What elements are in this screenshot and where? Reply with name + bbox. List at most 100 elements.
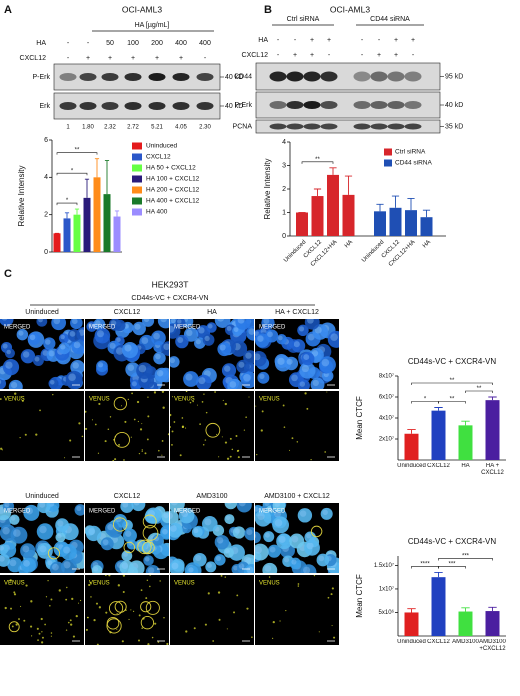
- cell-highlight: [225, 549, 230, 554]
- chart-title: CD44s-VC + CXCR4-VN: [408, 537, 496, 546]
- cell-nucleus: [232, 526, 246, 539]
- venus-speck: [171, 430, 174, 433]
- cell-highlight: [109, 342, 116, 349]
- venus-speck: [137, 420, 139, 423]
- quant-value: 2.72: [127, 125, 139, 131]
- cell-highlight: [219, 344, 226, 351]
- chart-title: CD44s-VC + CXCR4-VN: [408, 357, 496, 366]
- cell-nucleus: [300, 564, 317, 573]
- venus-speck: [318, 631, 320, 633]
- cell-nucleus: [194, 337, 206, 349]
- row-cell: +: [155, 55, 159, 62]
- y-tick-label: 3: [282, 162, 286, 169]
- cell-nucleus: [310, 377, 325, 389]
- significance-bracket: [56, 152, 98, 155]
- x-tick-label: AMD3100 +CXCL12: [479, 639, 506, 652]
- cell-nucleus: [291, 339, 306, 353]
- cell-nucleus: [108, 319, 122, 331]
- venus-speck: [146, 438, 149, 441]
- cell-nucleus: [100, 537, 114, 551]
- error-bar: [74, 208, 80, 215]
- cell-highlight: [6, 349, 11, 355]
- venus-speck: [218, 456, 220, 458]
- cell-nucleus: [289, 533, 305, 549]
- cell-nucleus: [255, 351, 267, 367]
- cell-nucleus: [131, 503, 146, 512]
- cell-nucleus: [224, 503, 238, 510]
- venus-speck: [222, 399, 224, 402]
- venus-speck: [214, 391, 216, 393]
- significance-label: ***: [448, 562, 456, 568]
- bar: [420, 217, 433, 236]
- venus-ring: [114, 431, 130, 448]
- cell-highlight: [63, 561, 71, 569]
- cell-highlight: [206, 563, 212, 568]
- significance-bracket: [56, 202, 78, 206]
- panel-letter: C: [4, 268, 12, 280]
- cell-highlight: [95, 320, 101, 326]
- venus-speck: [184, 427, 187, 429]
- x-tick-label-box: CXCL12: [427, 463, 450, 469]
- cell-highlight: [155, 353, 161, 360]
- cell-highlight: [233, 327, 239, 333]
- venus-speck: [66, 586, 68, 589]
- blot-band: [320, 71, 338, 82]
- image-label: VENUS: [89, 581, 110, 587]
- image-label: MERGED: [174, 509, 201, 515]
- bar: [73, 214, 81, 252]
- venus-speck: [44, 623, 46, 626]
- cell-nucleus: [94, 327, 111, 344]
- venus-speck: [97, 452, 100, 454]
- cell-nucleus: [71, 339, 84, 355]
- venus-speck: [179, 454, 182, 457]
- venus-speck: [229, 455, 232, 458]
- panel-letter: A: [4, 4, 12, 16]
- cell-nucleus: [217, 342, 232, 357]
- cell-highlight: [195, 555, 202, 562]
- image-label: MERGED: [4, 325, 31, 331]
- venus-speck: [140, 589, 143, 592]
- cell-nucleus: [304, 531, 316, 544]
- cell-highlight: [1, 319, 8, 321]
- cell-highlight: [291, 374, 298, 382]
- venus-speck: [108, 575, 111, 577]
- venus-speck: [167, 433, 169, 436]
- blot-band: [320, 101, 338, 109]
- cell-nucleus: [191, 526, 203, 538]
- band-marker: 40 kD: [225, 103, 243, 110]
- cell-nucleus: [20, 543, 36, 559]
- y-tick-label: 2x10⁷: [379, 436, 394, 443]
- venus-speck: [20, 605, 22, 608]
- venus-speck: [291, 437, 294, 440]
- row-cell: +: [327, 37, 331, 44]
- cell-nucleus: [183, 371, 199, 387]
- cell-nucleus: [206, 322, 217, 333]
- cell-highlight: [88, 322, 93, 328]
- micrograph: [0, 575, 84, 645]
- cell-highlight: [133, 503, 140, 506]
- image-label: MERGED: [89, 325, 116, 331]
- error-bar: [104, 160, 110, 195]
- error-bar: [488, 606, 497, 612]
- blot-band: [79, 73, 97, 81]
- venus-speck: [105, 611, 108, 614]
- cell-nucleus: [48, 378, 59, 389]
- venus-speck: [205, 411, 208, 414]
- venus-speck: [40, 617, 43, 621]
- venus-speck: [13, 593, 17, 596]
- y-tick-label: 2: [282, 186, 286, 193]
- cell-nucleus: [2, 503, 15, 512]
- venus-ring: [108, 601, 124, 616]
- venus-speck: [121, 640, 124, 643]
- venus-speck: [326, 391, 328, 393]
- bar: [83, 197, 91, 252]
- legend-swatch: [384, 148, 392, 156]
- cell-highlight: [13, 529, 21, 537]
- bar: [327, 174, 339, 236]
- error-bar: [376, 203, 384, 212]
- cell-nucleus: [244, 527, 254, 541]
- bar: [404, 612, 419, 636]
- venus-speck: [63, 457, 66, 459]
- cell-highlight: [283, 557, 290, 563]
- band-marker: 40 kD: [225, 74, 243, 81]
